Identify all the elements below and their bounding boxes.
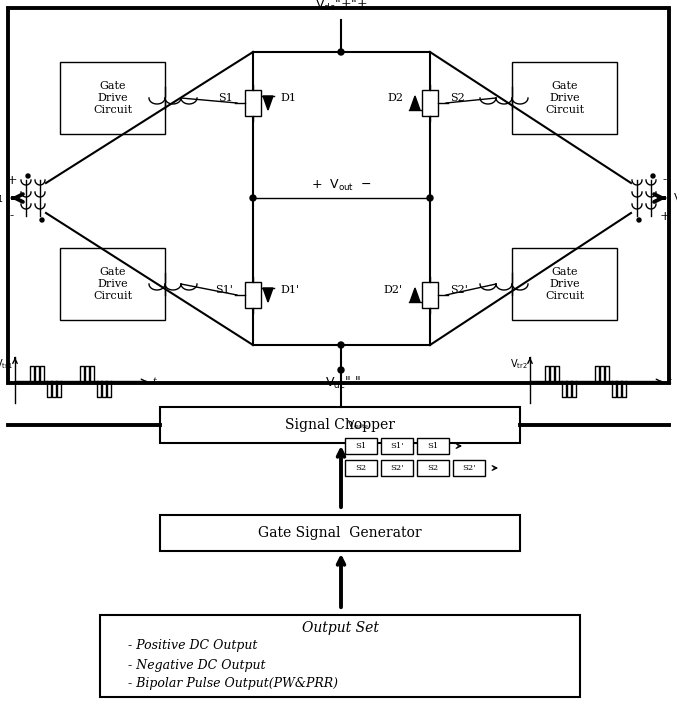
Circle shape [427, 195, 433, 201]
Text: Gate
Drive
Circuit: Gate Drive Circuit [545, 81, 584, 115]
Polygon shape [410, 96, 420, 110]
Bar [100, 615, 580, 697]
Text: $\mathrm{V_{tr2}}$: $\mathrm{V_{tr2}}$ [673, 191, 677, 205]
Text: t: t [667, 377, 671, 386]
Text: +: + [659, 209, 670, 223]
Text: - Bipolar Pulse Output(PW&PRR): - Bipolar Pulse Output(PW&PRR) [128, 677, 338, 689]
Polygon shape [263, 288, 273, 302]
Bar [381, 438, 413, 454]
Text: $\mathrm{V_{tr1}}$: $\mathrm{V_{tr1}}$ [0, 191, 4, 205]
Text: - Positive DC Output: - Positive DC Output [128, 639, 257, 653]
Bar [422, 282, 438, 308]
Circle shape [26, 174, 30, 178]
Text: $\mathrm{V_{dc}}$"-": $\mathrm{V_{dc}}$"-" [325, 375, 361, 391]
Circle shape [250, 195, 256, 201]
Text: $\mathrm{V_{tr2}}$: $\mathrm{V_{tr2}}$ [510, 357, 528, 371]
Circle shape [338, 367, 344, 373]
Text: S2: S2 [355, 464, 366, 472]
Text: S2': S2' [390, 464, 403, 472]
Bar [417, 438, 449, 454]
Bar [160, 407, 520, 443]
Text: S1': S1' [390, 442, 403, 450]
Bar [512, 248, 617, 320]
Text: $\mathrm{V_{gate}}$: $\mathrm{V_{gate}}$ [347, 419, 369, 432]
Circle shape [637, 218, 641, 222]
Polygon shape [410, 288, 420, 302]
Bar [345, 438, 377, 454]
Bar [417, 460, 449, 476]
Text: S2: S2 [450, 93, 464, 103]
Bar [245, 282, 261, 308]
Bar [60, 62, 165, 134]
Text: S2': S2' [462, 464, 476, 472]
Text: t: t [152, 377, 156, 386]
Polygon shape [263, 96, 273, 110]
Text: $\mathrm{V_{dc}}$"+"+: $\mathrm{V_{dc}}$"+"+ [315, 0, 368, 13]
Circle shape [651, 174, 655, 178]
Bar [345, 460, 377, 476]
Bar [453, 460, 485, 476]
Text: -: - [10, 209, 14, 223]
Bar [245, 90, 261, 116]
Text: Gate
Drive
Circuit: Gate Drive Circuit [93, 81, 132, 115]
Text: D1': D1' [280, 285, 299, 295]
Text: Gate
Drive
Circuit: Gate Drive Circuit [93, 267, 132, 300]
Text: +: + [7, 173, 18, 187]
Text: S2: S2 [427, 464, 439, 472]
Text: Signal Chopper: Signal Chopper [285, 418, 395, 432]
Text: Gate
Drive
Circuit: Gate Drive Circuit [545, 267, 584, 300]
Circle shape [338, 342, 344, 348]
Bar [422, 90, 438, 116]
Text: D2': D2' [384, 285, 403, 295]
Text: -: - [663, 173, 667, 187]
Text: S1: S1 [355, 442, 367, 450]
Circle shape [40, 218, 44, 222]
Text: D2: D2 [387, 93, 403, 103]
Text: S1': S1' [215, 285, 233, 295]
Text: S1: S1 [427, 442, 439, 450]
Bar [60, 248, 165, 320]
Text: S2': S2' [450, 285, 468, 295]
Bar [160, 515, 520, 551]
Text: Gate Signal  Generator: Gate Signal Generator [258, 526, 422, 540]
Bar [512, 62, 617, 134]
Bar [8, 8, 669, 383]
Bar [381, 460, 413, 476]
Circle shape [338, 49, 344, 55]
Text: D1: D1 [280, 93, 296, 103]
Text: $\mathrm{V_{tr1}}$: $\mathrm{V_{tr1}}$ [0, 357, 13, 371]
Text: S1: S1 [218, 93, 233, 103]
Text: - Negative DC Output: - Negative DC Output [128, 659, 265, 673]
Text: Output Set: Output Set [301, 621, 378, 635]
Text: $+$  $\mathrm{V_{out}}$  $-$: $+$ $\mathrm{V_{out}}$ $-$ [311, 178, 372, 193]
